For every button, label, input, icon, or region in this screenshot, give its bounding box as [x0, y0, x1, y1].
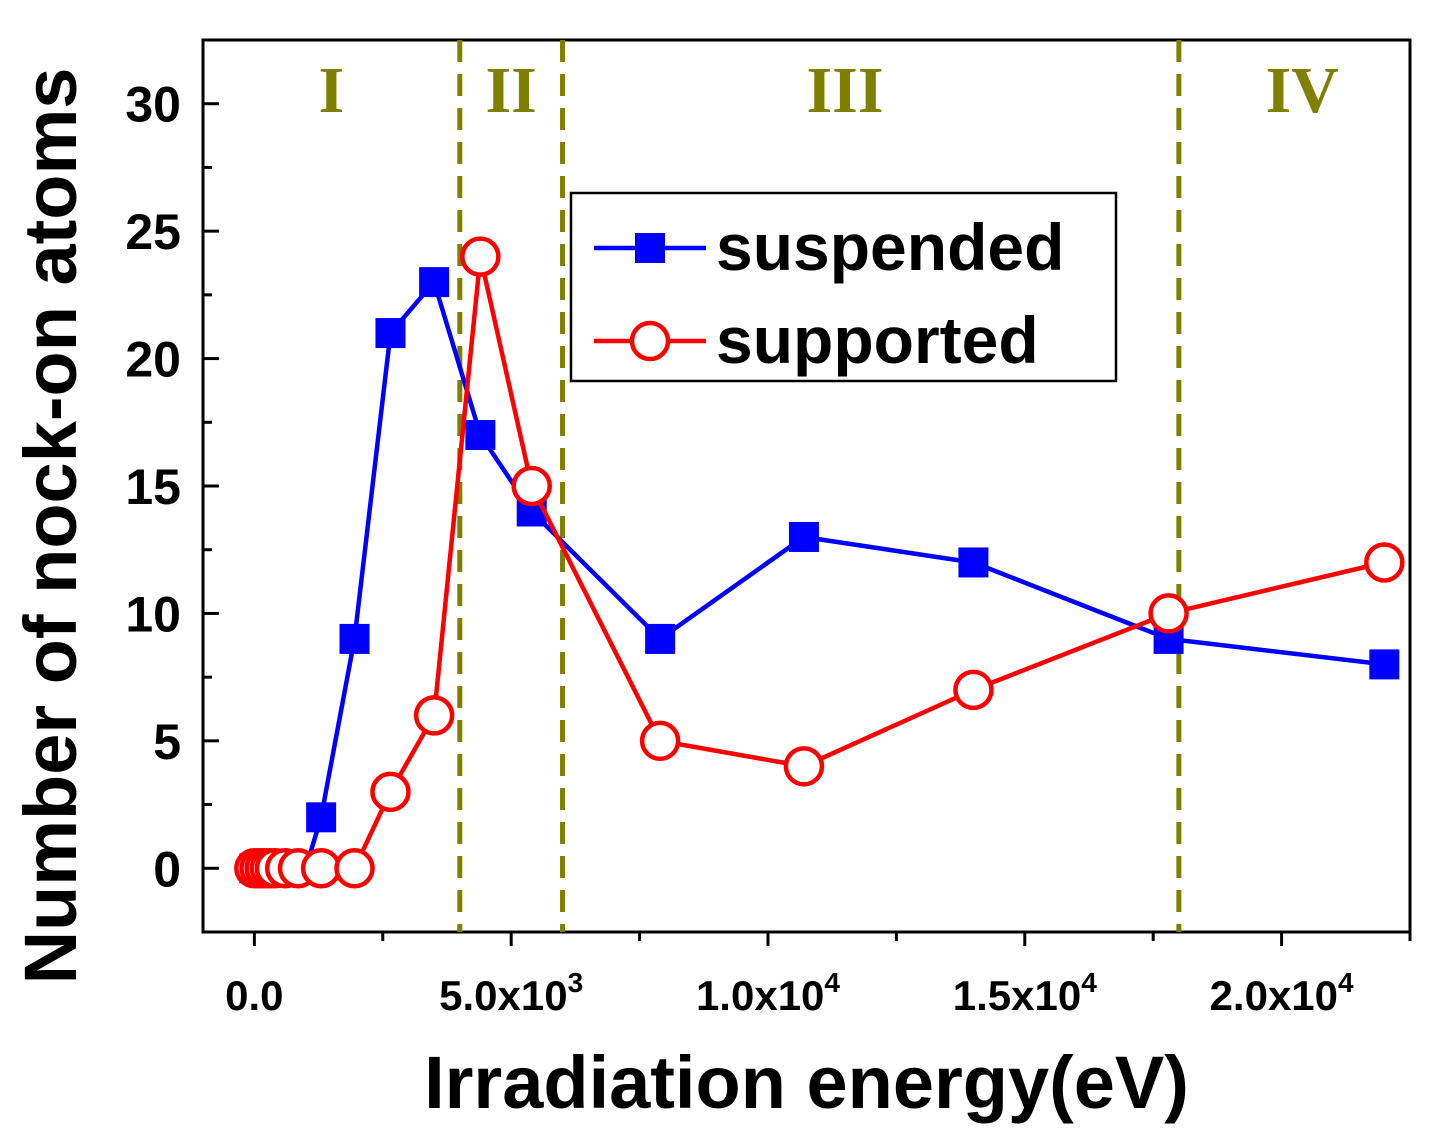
data-point-supported: [413, 695, 455, 736]
x-tick-label-20000: 2.0x104: [1210, 967, 1354, 1019]
data-point-suspended: [306, 802, 337, 833]
axes: 0 5 10 15 20 25 30 0.0 5.0x103 1.0x104 1.5x104 2.0x…: [9, 68, 1412, 1124]
legend-label-supported: supported: [716, 303, 1039, 377]
legend: suspended supported: [569, 191, 1118, 383]
y-tick-label-5: 5: [153, 714, 181, 770]
data-point-suspended: [419, 267, 450, 298]
data-point-suspended: [375, 318, 406, 349]
region-label-iii: III: [806, 54, 883, 127]
data-point-supported: [370, 771, 411, 813]
data-point-supported: [953, 669, 994, 711]
legend-label-suspended: suspended: [716, 210, 1064, 284]
region-label-i: I: [319, 54, 345, 127]
data-point-suspended: [1369, 649, 1400, 680]
data-point-suspended: [788, 521, 819, 552]
y-axis-title: Number of nock-on atoms: [9, 68, 92, 985]
x-tick-label-10000: 1.0x104: [696, 967, 840, 1019]
y-tick-label-10: 10: [125, 586, 181, 642]
data-point-suspended: [339, 623, 370, 654]
data-point-supported: [783, 746, 825, 787]
y-tick-label-20: 20: [125, 332, 181, 388]
data-point-supported: [460, 236, 501, 277]
data-point-supported: [639, 720, 681, 762]
x-tick-label-5000: 5.0x103: [439, 967, 583, 1019]
legend-marker-suspended: [635, 233, 665, 263]
data-point-suspended: [465, 420, 496, 451]
region-label-iv: IV: [1265, 54, 1338, 127]
x-tick-label-0: 0.0: [225, 972, 283, 1019]
data-point-supported: [511, 465, 552, 507]
series-supported: [234, 236, 1405, 889]
y-tick-label-25: 25: [125, 204, 181, 260]
data-point-supported: [334, 848, 375, 889]
x-tick-label-15000: 1.5x104: [953, 967, 1097, 1019]
legend-marker-supported: [629, 320, 671, 362]
data-point-supported: [300, 848, 342, 889]
data-point-suspended: [958, 547, 989, 578]
data-point-supported: [1364, 542, 1405, 583]
x-axis-title: Irradiation energy(eV): [424, 1041, 1189, 1124]
y-tick-label-15: 15: [125, 459, 181, 515]
y-tick-label-30: 30: [125, 77, 181, 133]
series-group: [234, 236, 1405, 889]
data-point-supported: [1148, 593, 1189, 634]
data-point-suspended: [645, 623, 676, 654]
region-dividers: I II III IV: [319, 40, 1339, 932]
region-label-ii: II: [485, 54, 536, 127]
y-tick-label-0: 0: [153, 841, 181, 897]
